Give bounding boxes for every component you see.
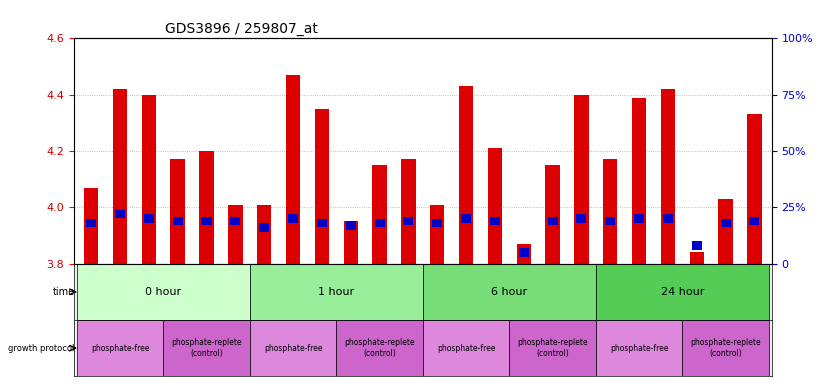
FancyBboxPatch shape [509, 320, 596, 376]
FancyBboxPatch shape [750, 217, 759, 225]
Bar [690, 252, 704, 264]
FancyBboxPatch shape [346, 221, 355, 230]
FancyBboxPatch shape [201, 217, 212, 225]
Text: phosphate-free: phosphate-free [610, 344, 668, 353]
FancyBboxPatch shape [663, 214, 673, 223]
Text: phosphate-replete
(control): phosphate-replete (control) [690, 338, 761, 358]
FancyBboxPatch shape [721, 219, 731, 227]
Bar [516, 244, 531, 264]
Bar [286, 75, 300, 264]
Text: growth protocol: growth protocol [8, 344, 75, 353]
FancyBboxPatch shape [77, 264, 250, 320]
Text: 6 hour: 6 hour [491, 287, 527, 297]
Text: phosphate-replete
(control): phosphate-replete (control) [172, 338, 242, 358]
FancyBboxPatch shape [682, 320, 768, 376]
FancyBboxPatch shape [86, 219, 96, 227]
FancyBboxPatch shape [432, 219, 443, 227]
Text: 24 hour: 24 hour [661, 287, 704, 297]
FancyBboxPatch shape [288, 214, 298, 223]
Bar [574, 95, 589, 264]
FancyBboxPatch shape [634, 214, 644, 223]
FancyBboxPatch shape [374, 219, 384, 227]
FancyBboxPatch shape [250, 320, 337, 376]
FancyBboxPatch shape [403, 217, 414, 225]
FancyBboxPatch shape [490, 217, 500, 225]
Text: 0 hour: 0 hour [145, 287, 181, 297]
Bar [84, 188, 99, 264]
FancyBboxPatch shape [576, 214, 586, 223]
FancyBboxPatch shape [519, 248, 529, 257]
Bar [200, 151, 213, 264]
Bar [545, 165, 560, 264]
FancyBboxPatch shape [163, 320, 250, 376]
FancyBboxPatch shape [172, 217, 183, 225]
FancyBboxPatch shape [250, 264, 423, 320]
FancyBboxPatch shape [77, 320, 163, 376]
Bar [314, 109, 329, 264]
FancyBboxPatch shape [231, 217, 241, 225]
Text: time: time [53, 287, 75, 297]
Text: phosphate-free: phosphate-free [264, 344, 323, 353]
FancyBboxPatch shape [144, 214, 154, 223]
Bar [373, 165, 387, 264]
Bar [632, 98, 646, 264]
Bar [430, 205, 444, 264]
Bar [171, 159, 185, 264]
Text: phosphate-free: phosphate-free [91, 344, 149, 353]
Bar [603, 159, 617, 264]
FancyBboxPatch shape [423, 320, 509, 376]
FancyBboxPatch shape [317, 219, 327, 227]
FancyBboxPatch shape [423, 264, 596, 320]
Bar [488, 148, 502, 264]
FancyBboxPatch shape [259, 223, 269, 232]
Bar [112, 89, 127, 264]
Text: GDS3896 / 259807_at: GDS3896 / 259807_at [164, 22, 318, 36]
Bar [257, 205, 272, 264]
Text: 1 hour: 1 hour [319, 287, 355, 297]
FancyBboxPatch shape [605, 217, 615, 225]
Bar [142, 95, 156, 264]
Bar [343, 222, 358, 264]
FancyBboxPatch shape [596, 320, 682, 376]
Text: phosphate-replete
(control): phosphate-replete (control) [517, 338, 588, 358]
Text: phosphate-replete
(control): phosphate-replete (control) [344, 338, 415, 358]
FancyBboxPatch shape [461, 214, 471, 223]
FancyBboxPatch shape [692, 242, 702, 250]
Bar [459, 86, 473, 264]
FancyBboxPatch shape [548, 217, 557, 225]
Bar [661, 89, 675, 264]
Bar [718, 199, 733, 264]
FancyBboxPatch shape [115, 210, 125, 218]
Bar [228, 205, 242, 264]
FancyBboxPatch shape [596, 264, 768, 320]
Bar [747, 114, 762, 264]
FancyBboxPatch shape [337, 320, 423, 376]
Text: phosphate-free: phosphate-free [437, 344, 495, 353]
Bar [401, 159, 415, 264]
